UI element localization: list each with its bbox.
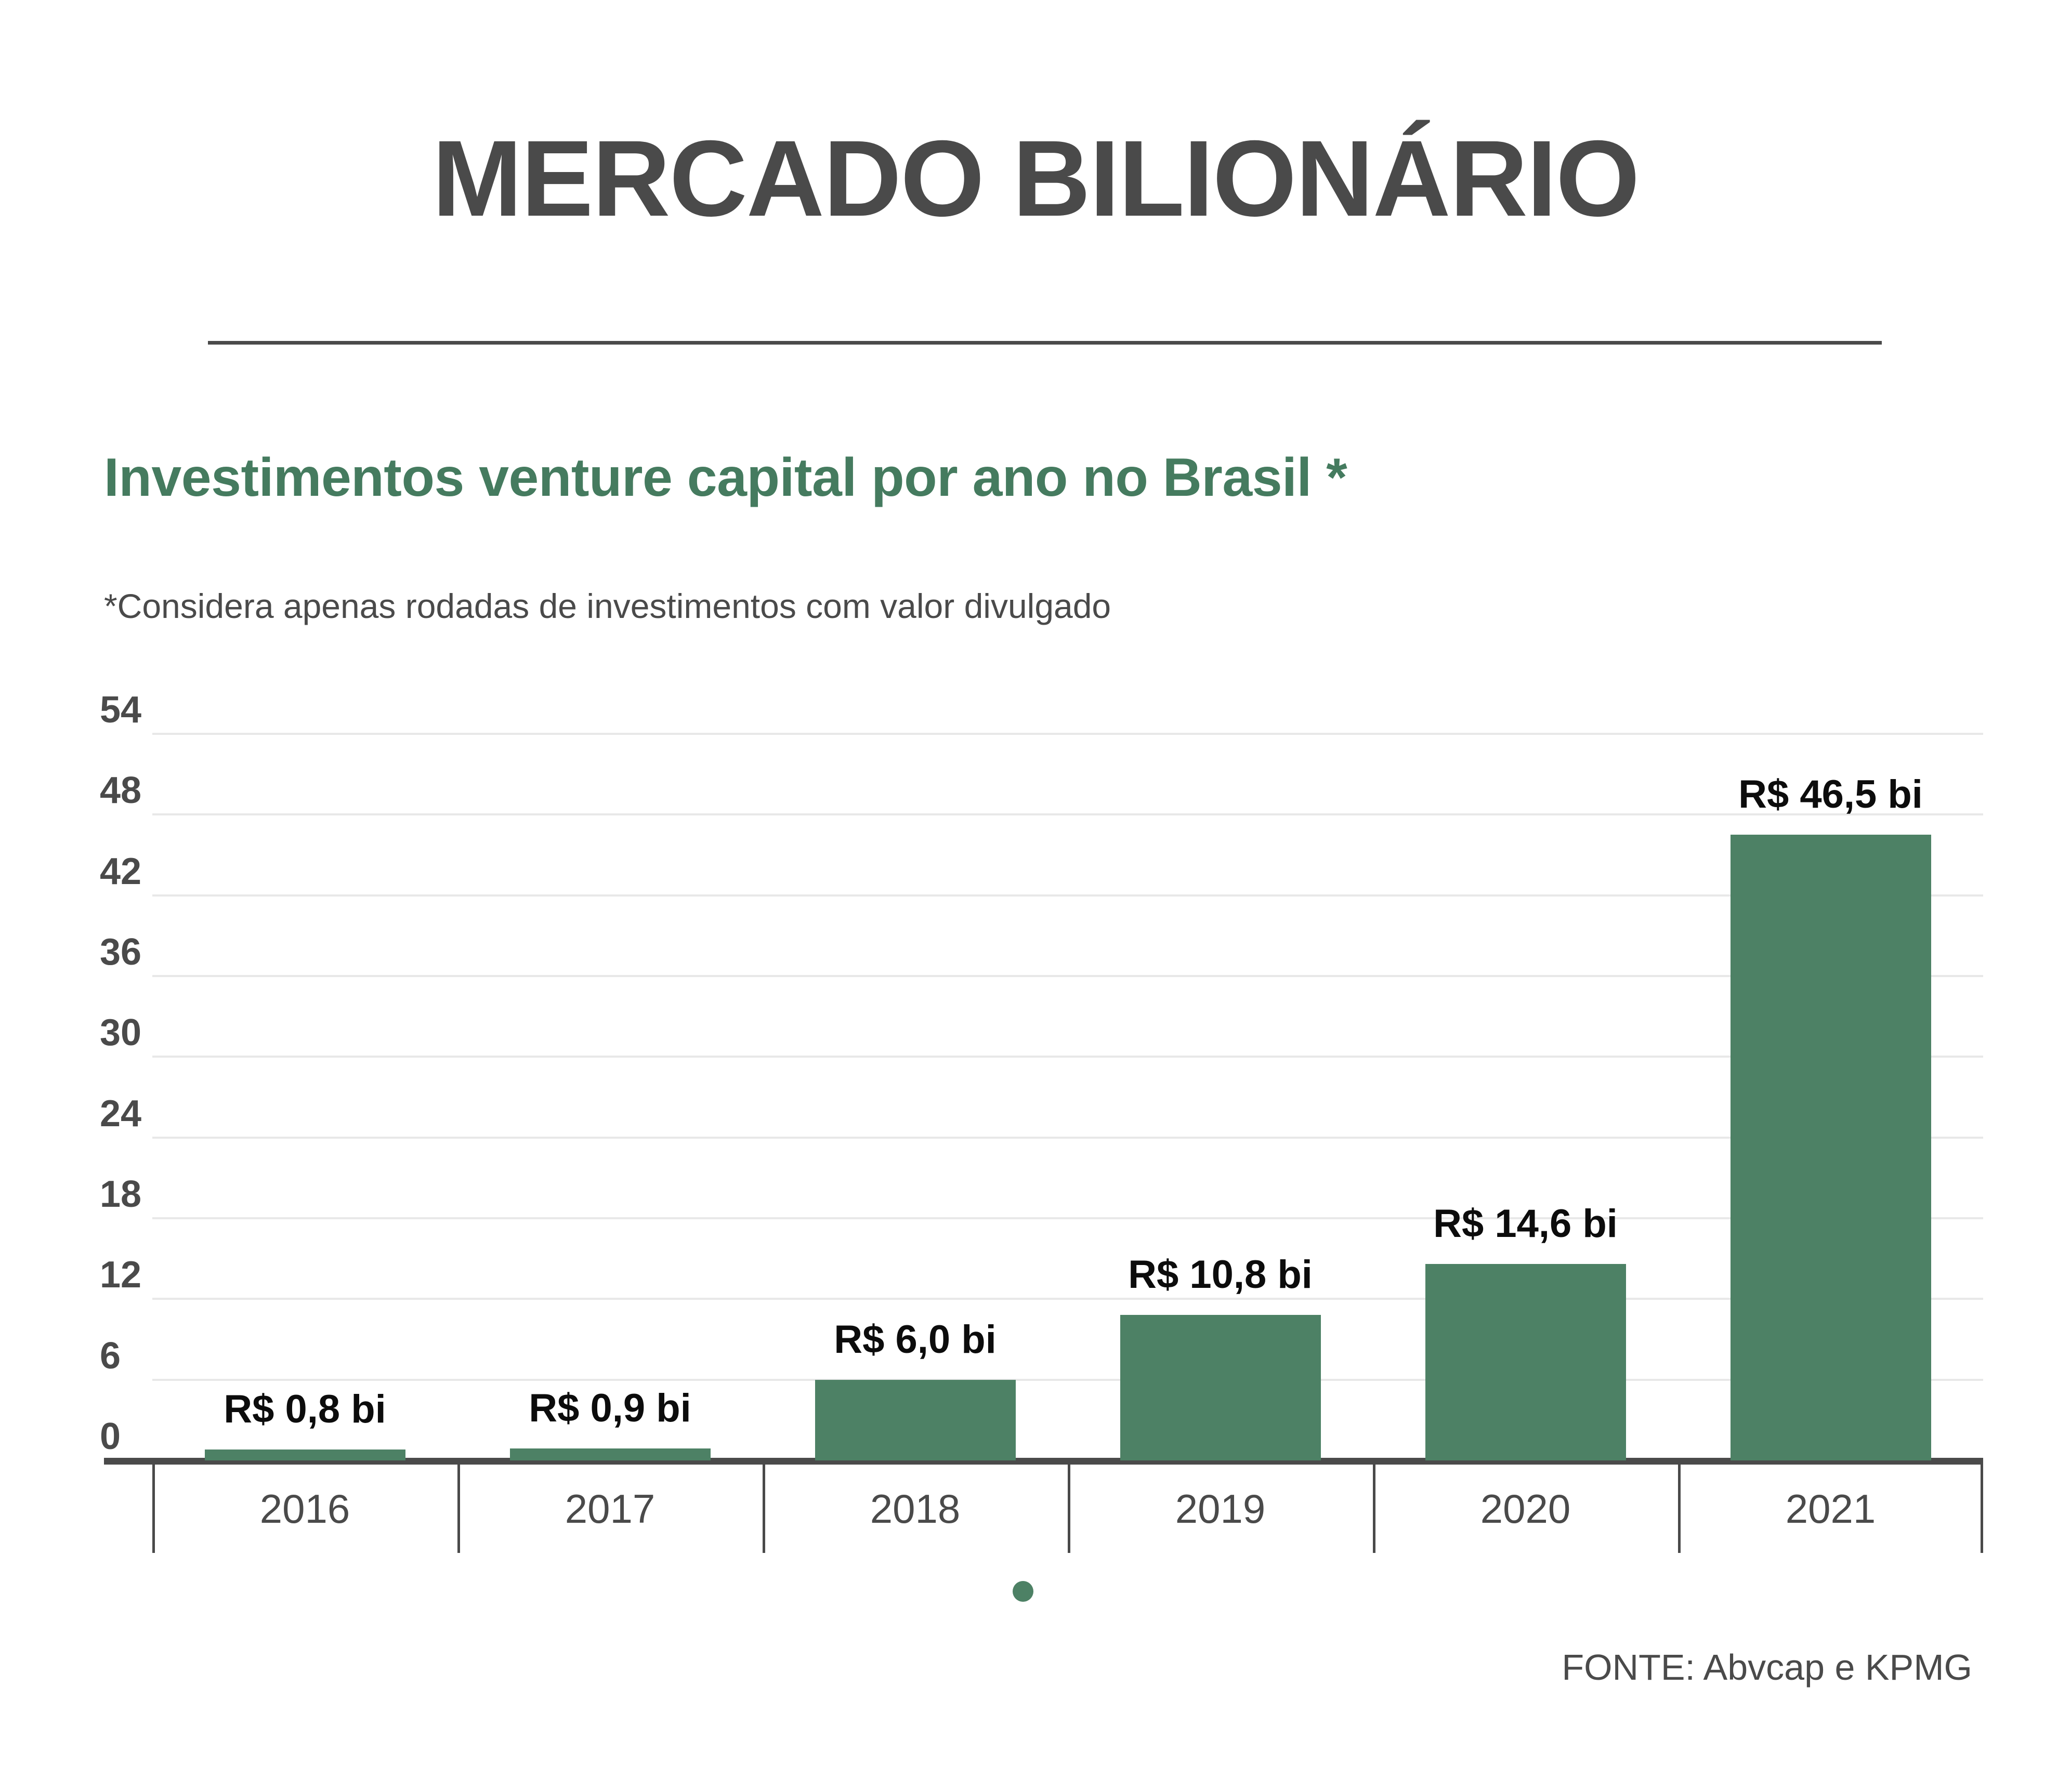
source-credit: FONTE: Abvcap e KPMG (1562, 1647, 1972, 1688)
x-axis-category-label: 2019 (1175, 1486, 1266, 1532)
bar (1120, 1315, 1321, 1460)
x-axis-category-label: 2021 (1785, 1486, 1876, 1532)
chart-subtitle: Investimentos venture capital por ano no… (104, 447, 1347, 508)
x-axis-category-label: 2017 (565, 1486, 656, 1532)
gridline (152, 1217, 1983, 1219)
x-axis-tick-separator (457, 1465, 460, 1553)
x-axis-tick-separator (1678, 1465, 1681, 1553)
x-axis-tick-separator (1068, 1465, 1070, 1553)
bar-value-label: R$ 6,0 bi (834, 1317, 997, 1362)
x-axis-tick-separator (763, 1465, 765, 1553)
x-axis-category-cell: 2016 (152, 1465, 457, 1553)
x-axis-tick-separator (1981, 1465, 1983, 1553)
y-axis-tick-label: 18 (100, 1174, 142, 1215)
x-axis-tick-separator (152, 1465, 155, 1553)
x-axis-category-cell: 2019 (1068, 1465, 1373, 1553)
x-axis-tick-separator (1373, 1465, 1375, 1553)
bar-value-label: R$ 10,8 bi (1128, 1253, 1313, 1297)
bar-value-label: R$ 0,8 bi (224, 1387, 386, 1432)
x-axis-category-label: 2016 (259, 1486, 350, 1532)
page-header: MERCADO BILIONÁRIO (0, 0, 2071, 364)
chart-footnote: *Considera apenas rodadas de investiment… (104, 587, 1111, 625)
x-axis-category-cell: 2018 (763, 1465, 1068, 1553)
gridline (152, 975, 1983, 977)
bar (509, 1448, 711, 1460)
x-axis-category-band: 2016 2017 2018 2019 2020 2021 (152, 1465, 1983, 1553)
page-title: MERCADO BILIONÁRIO (432, 118, 1640, 239)
bar (1730, 835, 1931, 1460)
y-axis-tick-label: 36 (100, 931, 142, 973)
bar-value-label: R$ 0,9 bi (529, 1386, 691, 1430)
bar (204, 1450, 405, 1460)
y-axis-tick-label: 24 (100, 1092, 142, 1135)
y-axis-tick-label: 6 (100, 1335, 121, 1377)
gridline (152, 733, 1983, 735)
y-axis-tick-label: 48 (100, 770, 142, 812)
bar-value-label: R$ 14,6 bi (1433, 1202, 1618, 1246)
gridline (152, 1136, 1983, 1139)
gridline (152, 1056, 1983, 1058)
x-axis-category-label: 2018 (870, 1486, 961, 1532)
gridline (152, 813, 1983, 816)
green-dot-icon (1013, 1581, 1033, 1602)
header-divider (208, 341, 1882, 345)
bar (815, 1379, 1016, 1460)
x-axis-category-label: 2020 (1480, 1486, 1571, 1532)
gridline (152, 894, 1983, 897)
x-axis-category-cell: 2021 (1678, 1465, 1983, 1553)
bar (1425, 1264, 1626, 1460)
y-axis-tick-label: 30 (100, 1012, 142, 1054)
y-axis-tick-label: 54 (100, 689, 142, 731)
bar-value-label: R$ 46,5 bi (1738, 772, 1923, 817)
x-axis-category-cell: 2020 (1373, 1465, 1678, 1553)
y-axis-tick-label: 42 (100, 850, 142, 892)
gridline (152, 1378, 1983, 1381)
y-axis-tick-label: 12 (100, 1254, 142, 1296)
x-axis-category-cell: 2017 (457, 1465, 763, 1553)
gridline (152, 1298, 1983, 1300)
y-axis-tick-label: 0 (100, 1416, 121, 1457)
